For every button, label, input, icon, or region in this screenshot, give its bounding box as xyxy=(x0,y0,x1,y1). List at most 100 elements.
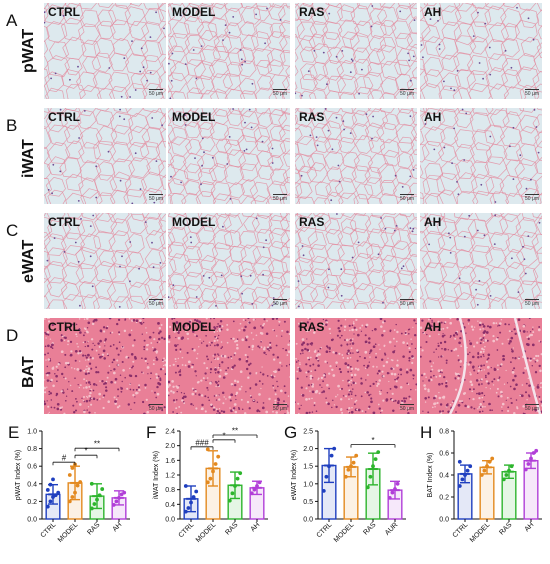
panel-letter: G xyxy=(284,423,298,442)
y-tick-label: 0.0 xyxy=(303,517,313,524)
y-axis-label: eWAT Index (%) xyxy=(291,450,298,500)
data-point xyxy=(70,466,75,470)
x-tick-label: CTRL xyxy=(452,521,470,539)
y-tick-label: 2.4 xyxy=(165,429,175,436)
y-tick-label: 1.0 xyxy=(27,429,37,436)
scale-bar: 50 μm xyxy=(273,89,287,97)
y-axis-label: iWAT Index (%) xyxy=(153,451,160,499)
data-point xyxy=(92,502,97,506)
tissue-label: pWAT xyxy=(20,28,37,73)
significance-label: * xyxy=(371,436,374,445)
data-point xyxy=(501,477,506,482)
data-point xyxy=(346,467,351,472)
scale-bar: 50 μm xyxy=(273,194,287,202)
data-point xyxy=(509,464,514,469)
data-point xyxy=(257,480,262,485)
tissue-label: iWAT xyxy=(20,139,37,178)
data-point xyxy=(465,468,470,473)
x-tick-label: RAS xyxy=(86,521,101,536)
data-point xyxy=(95,497,99,502)
data-point xyxy=(531,451,536,455)
scale-bar: 50 μm xyxy=(273,404,287,412)
data-point xyxy=(216,454,221,459)
y-tick-label: 1.5 xyxy=(303,464,313,471)
data-point xyxy=(482,468,487,473)
data-point xyxy=(365,485,370,490)
data-point xyxy=(376,450,381,455)
data-point xyxy=(67,499,72,504)
y-tick-label: 0.8 xyxy=(439,429,449,436)
data-point xyxy=(332,446,337,451)
significance-label: ** xyxy=(232,427,238,436)
x-tick-label: AUR xyxy=(384,521,399,536)
data-point xyxy=(75,483,80,488)
y-tick-label: 0.8 xyxy=(165,487,175,494)
data-point xyxy=(205,480,210,485)
x-tick-label: CTRL xyxy=(178,521,196,539)
data-point xyxy=(205,447,210,452)
group-label: AH xyxy=(424,110,442,124)
data-point xyxy=(122,490,127,495)
data-point xyxy=(78,480,83,484)
group-label: RAS xyxy=(299,320,325,334)
y-axis-label: pWAT Index (%) xyxy=(15,450,22,500)
data-point xyxy=(460,477,465,482)
y-tick-label: 0.2 xyxy=(27,499,37,506)
data-point xyxy=(468,464,473,469)
data-point xyxy=(70,495,75,499)
bar-chart-h: H 0.0 0.2 0.4 0.6 0.8 BAT Index (%) CTRL MODEL RA… xyxy=(412,421,548,563)
group-label: AH xyxy=(424,5,442,19)
data-point xyxy=(56,490,61,495)
data-point xyxy=(227,498,232,503)
data-point xyxy=(73,490,77,495)
significance-label: ### xyxy=(195,438,209,447)
histology-image: RAS 50 μm xyxy=(295,213,417,309)
data-point xyxy=(211,469,215,474)
group-label: MODEL xyxy=(172,110,216,124)
data-point xyxy=(183,509,188,514)
significance-label: # xyxy=(62,454,67,463)
panel-letter: F xyxy=(146,423,157,442)
group-label: MODEL xyxy=(172,5,216,19)
scale-bar: 50 μm xyxy=(149,299,163,307)
data-point xyxy=(463,473,467,477)
histology-image: CTRL 50 μm xyxy=(44,3,166,99)
data-point xyxy=(395,481,400,486)
group-label: MODEL xyxy=(172,320,216,334)
data-point xyxy=(373,457,378,462)
data-point xyxy=(186,506,191,510)
group-label: AH xyxy=(424,320,442,334)
data-point xyxy=(100,487,105,491)
data-point xyxy=(354,453,359,458)
data-point xyxy=(53,493,58,498)
x-tick-label: MODEL xyxy=(195,521,218,544)
x-tick-label: CTRL xyxy=(316,521,334,539)
data-point xyxy=(114,499,119,504)
panel-letter: D xyxy=(6,326,19,345)
panel-letter: B xyxy=(6,116,18,135)
x-tick-label: AH xyxy=(250,521,262,533)
panel-letter: C xyxy=(6,221,19,240)
data-point xyxy=(51,477,55,482)
data-point xyxy=(479,473,484,477)
histology-image: MODEL 50 μm xyxy=(168,108,290,204)
x-tick-label: MODEL xyxy=(469,521,492,544)
x-tick-label: MODEL xyxy=(333,521,356,544)
data-point xyxy=(97,493,102,498)
data-point xyxy=(457,484,462,488)
data-point xyxy=(191,495,196,499)
data-point xyxy=(89,481,94,486)
data-point xyxy=(329,453,334,458)
data-point xyxy=(485,464,489,469)
histology-image: RAS 50 μm xyxy=(295,3,417,99)
y-tick-label: 2.5 xyxy=(303,429,313,436)
significance-label: ** xyxy=(94,440,100,449)
data-point xyxy=(526,462,531,466)
data-point xyxy=(457,459,462,464)
histology-image: CTRL 50 μm xyxy=(44,108,166,204)
histology-image: AH 50 μm xyxy=(420,108,542,204)
y-tick-label: 0.0 xyxy=(165,517,175,524)
data-point xyxy=(45,488,50,492)
scale-bar: 50 μm xyxy=(400,194,414,202)
scale-bar: 50 μm xyxy=(400,404,414,412)
